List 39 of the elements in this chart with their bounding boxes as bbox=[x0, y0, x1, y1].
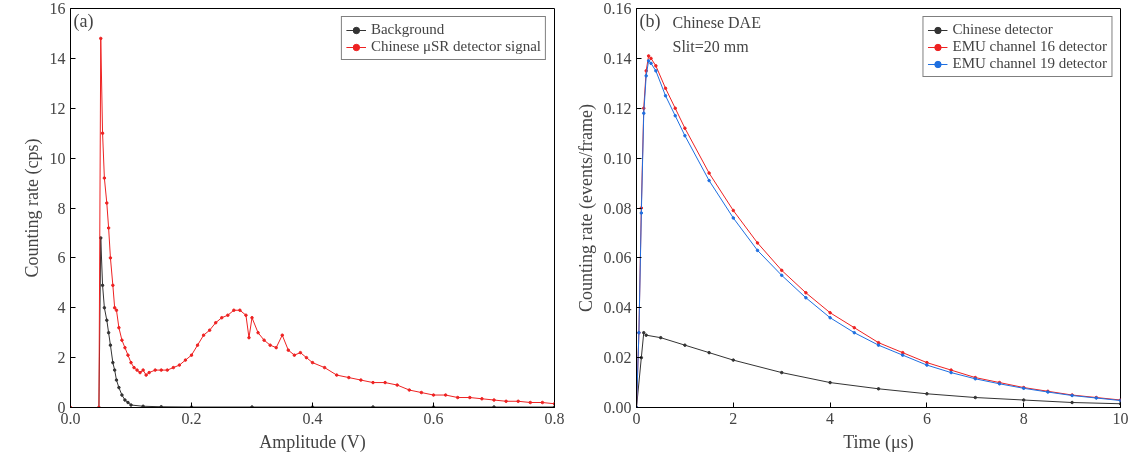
y-tick-label: 0.04 bbox=[603, 299, 632, 317]
annotation: (b) bbox=[639, 10, 661, 32]
x-axis-title: Amplitude (V) bbox=[259, 431, 366, 453]
legend-label: Chinese μSR detector signal bbox=[370, 38, 541, 55]
y-tick-label: 8 bbox=[57, 199, 66, 217]
x-tick-label: 0.8 bbox=[544, 409, 565, 427]
legend-label: Background bbox=[370, 21, 445, 38]
y-tick-label: 2 bbox=[57, 349, 66, 367]
x-tick-label: 10 bbox=[1112, 409, 1129, 427]
x-tick-label: 6 bbox=[922, 409, 931, 427]
y-tick-label: 0.12 bbox=[603, 99, 632, 117]
legend-label: EMU channel 19 detector bbox=[952, 55, 1107, 72]
y-tick-label: 0.08 bbox=[603, 199, 632, 217]
y-tick-label: 6 bbox=[57, 249, 66, 267]
y-axis-title: Counting rate (events/frame) bbox=[575, 104, 597, 312]
x-axis-title: Time (μs) bbox=[843, 431, 914, 453]
y-tick-label: 0.06 bbox=[603, 249, 632, 267]
y-tick-label: 12 bbox=[49, 99, 66, 117]
annotation: Slit=20 mm bbox=[672, 37, 750, 55]
y-tick-label: 4 bbox=[57, 299, 66, 317]
x-tick-label: 0.4 bbox=[302, 409, 323, 427]
y-axis-title: Counting rate (cps) bbox=[21, 138, 43, 278]
y-tick-label: 0.14 bbox=[603, 49, 632, 67]
x-tick-label: 2 bbox=[729, 409, 738, 427]
x-tick-label: 8 bbox=[1019, 409, 1028, 427]
y-tick-label: 10 bbox=[49, 149, 66, 167]
legend-label: Chinese detector bbox=[952, 21, 1053, 38]
y-tick-label: 0.10 bbox=[603, 149, 632, 167]
x-tick-label: 0.6 bbox=[423, 409, 444, 427]
y-tick-label: 16 bbox=[49, 0, 66, 17]
x-tick-label: 4 bbox=[826, 409, 835, 427]
annotation: (a) bbox=[73, 10, 94, 32]
y-tick-label: 0.02 bbox=[603, 349, 632, 367]
y-tick-label: 0.16 bbox=[603, 0, 632, 17]
y-tick-label: 14 bbox=[49, 49, 66, 67]
y-tick-label: 0.00 bbox=[603, 399, 632, 416]
x-tick-label: 0.2 bbox=[181, 409, 202, 427]
annotation: Chinese DAE bbox=[672, 13, 761, 31]
legend-label: EMU channel 16 detector bbox=[952, 38, 1107, 55]
